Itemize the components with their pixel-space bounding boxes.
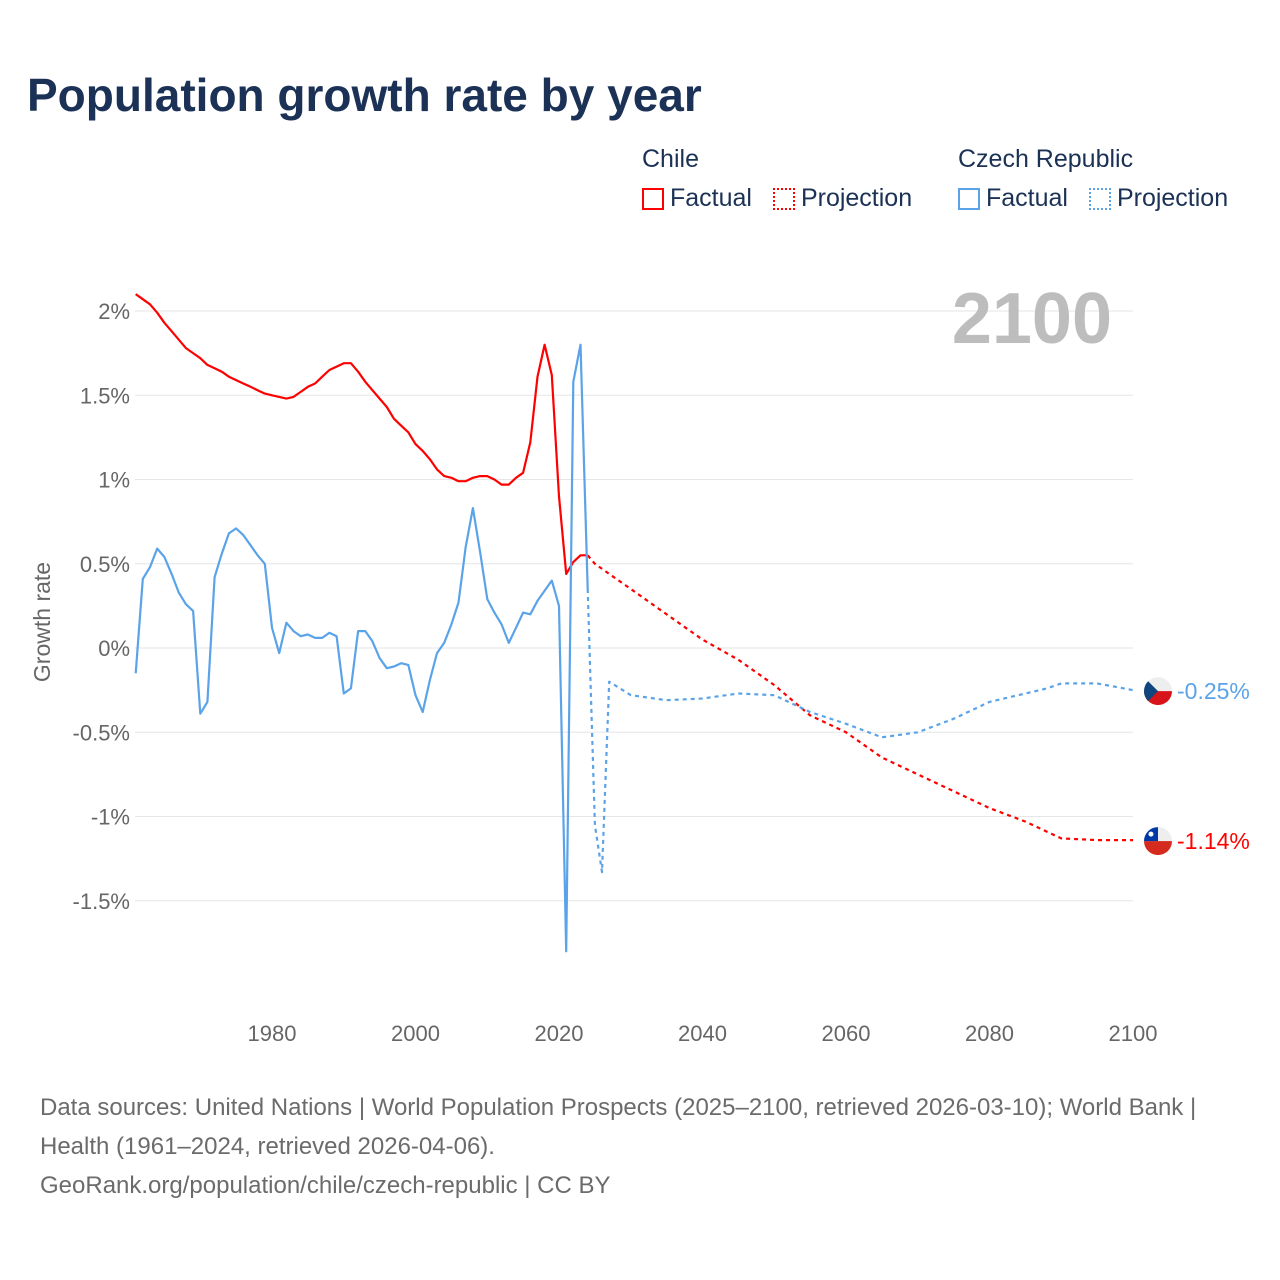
- series-line-chile-factual: [135, 293, 588, 575]
- chile-end-label: -1.14%: [1177, 828, 1250, 854]
- legend-chile-factual[interactable]: Factual: [642, 184, 752, 213]
- legend-label: Projection: [800, 184, 913, 212]
- x-tick-label: 2040: [678, 1021, 727, 1046]
- y-tick-label: 1.5%: [80, 383, 130, 408]
- legend-group-label: Czech Republic: [958, 145, 1134, 173]
- legend-swatch: [958, 187, 980, 210]
- series-line-czech-republic-projection: [586, 588, 1134, 874]
- footer: Data sources: United Nations | World Pop…: [40, 1088, 1240, 1205]
- legend-label: Factual: [670, 184, 752, 212]
- chart-title: Population growth rate by year: [27, 69, 702, 121]
- x-tick-label: 2060: [822, 1021, 871, 1046]
- czech-flag-icon: [1144, 677, 1172, 706]
- x-tick-label: 2100: [1109, 1021, 1158, 1046]
- series-line-chile-projection: [586, 554, 1133, 842]
- y-tick-label: -1.5%: [73, 889, 130, 914]
- y-tick-label: -0.5%: [73, 720, 130, 745]
- legend-czech-factual[interactable]: Factual: [958, 184, 1068, 213]
- y-tick-label: 0%: [98, 636, 130, 661]
- chile-flag-icon: [1144, 827, 1172, 856]
- x-tick-label: 2000: [391, 1021, 440, 1046]
- data-sources: Data sources: United Nations | World Pop…: [40, 1094, 1197, 1160]
- czech-end-label: -0.25%: [1177, 678, 1250, 704]
- legend-swatch: [772, 187, 795, 210]
- legend-label: Projection: [1116, 184, 1229, 212]
- legend-chile-projection[interactable]: Projection: [772, 184, 913, 213]
- y-axis-label: Growth rate: [29, 562, 55, 682]
- legend-czech-projection[interactable]: Projection: [1088, 184, 1229, 213]
- legend-swatch: [642, 187, 664, 210]
- attribution-link[interactable]: GeoRank.org/population/chile/czech-repub…: [40, 1172, 611, 1199]
- x-tick-label: 2080: [965, 1021, 1014, 1046]
- legend-chile: Chile Factual Projection: [642, 145, 926, 217]
- y-tick-label: 1%: [98, 468, 130, 493]
- y-tick-label: -1%: [91, 805, 130, 830]
- legend-czech: Czech Republic Factual Projection: [958, 145, 1228, 217]
- legend-swatch: [1088, 187, 1111, 210]
- series-line-czech-republic-factual: [134, 343, 589, 953]
- x-tick-label: 1980: [248, 1021, 297, 1046]
- year-indicator: 2100: [952, 279, 1112, 359]
- y-tick-label: 2%: [98, 299, 130, 324]
- legend-group-label: Chile: [642, 145, 699, 173]
- legend-label: Factual: [986, 184, 1068, 212]
- x-tick-label: 2020: [535, 1021, 584, 1046]
- y-tick-label: 0.5%: [80, 552, 130, 577]
